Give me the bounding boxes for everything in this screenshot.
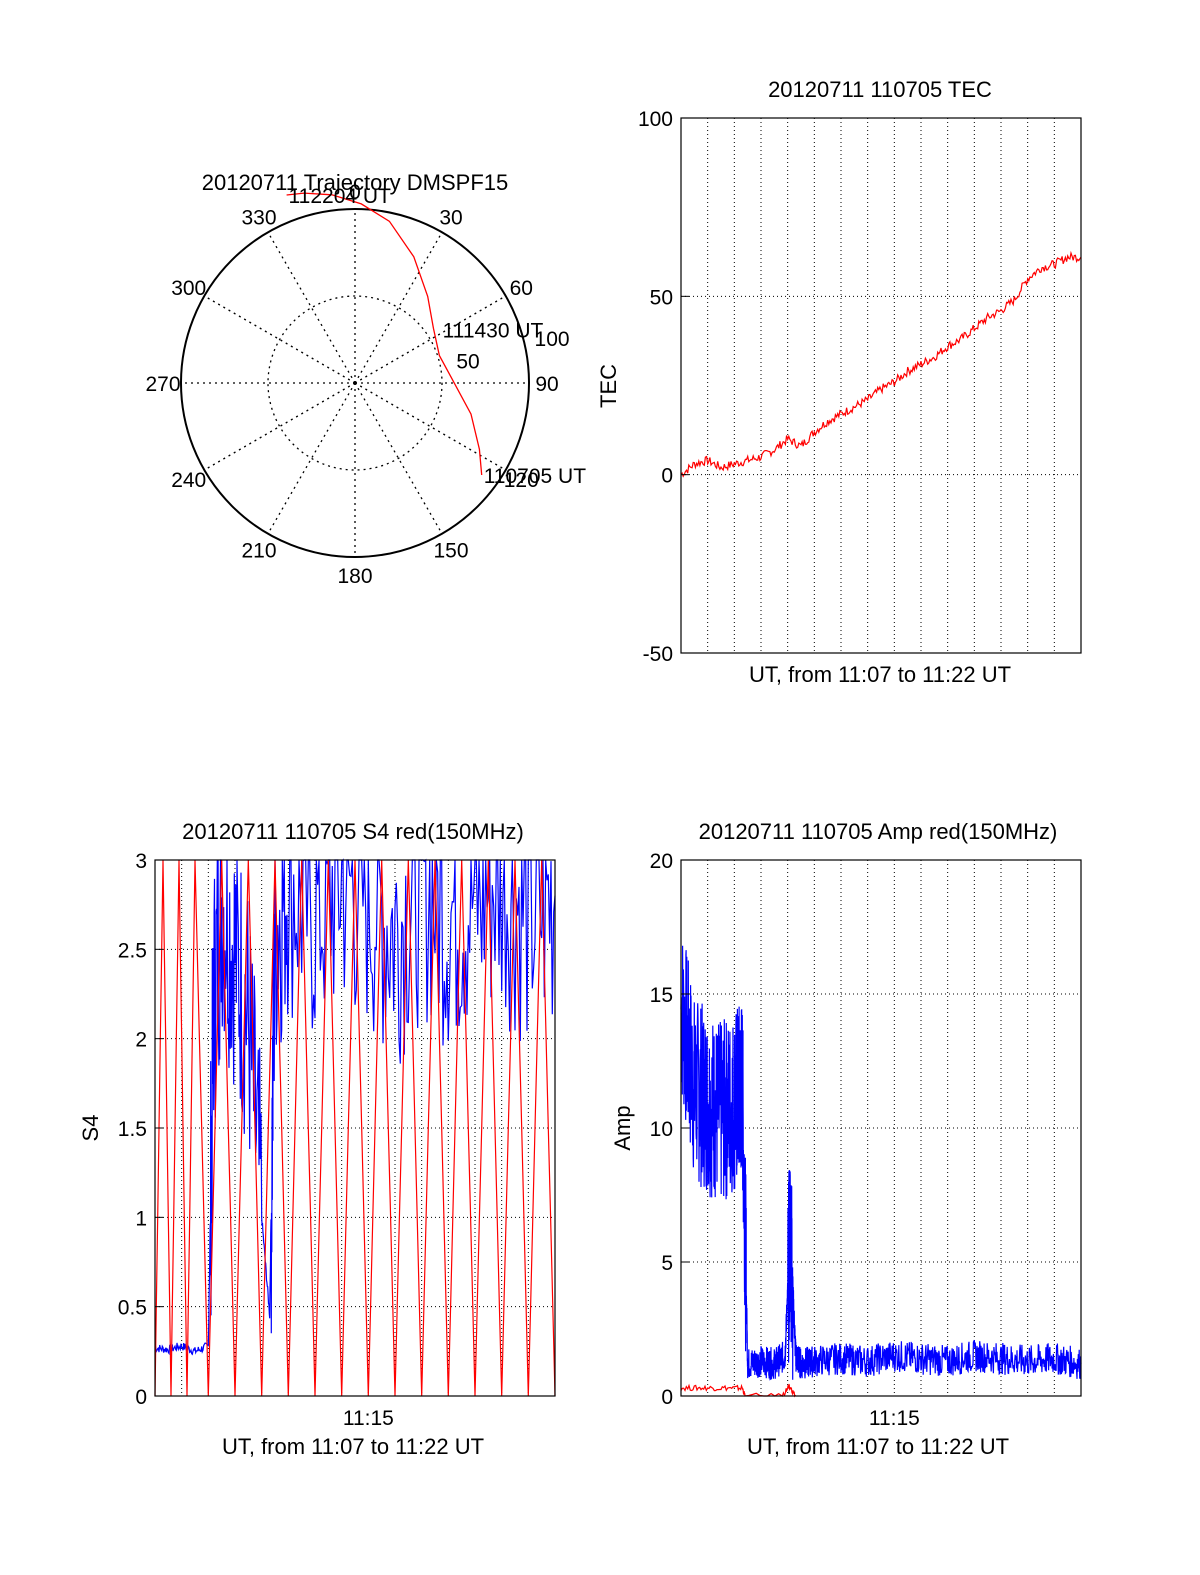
polar-spoke [203,295,356,384]
tec-frame [680,117,1082,654]
amp-title: 20120711 110705 Amp red(150MHz) [699,819,1058,844]
s4-y-tick-labels: 0 0.5 1 1.5 2 2.5 3 [118,850,163,1409]
y-tick-label: 50 [650,286,673,309]
polar-radial-label: 100 [535,328,570,351]
polar-angle-label: 150 [433,539,468,562]
amp-ylabel: Amp [610,1105,635,1150]
polar-angle-label: 60 [510,277,533,300]
polar-outer-circle [180,208,530,558]
polar-spoke [354,382,443,535]
y-tick-label: 100 [638,108,673,131]
polar-angle-label: 90 [535,373,558,396]
trajectory-line [286,192,483,476]
trajectory-annotation: 111430 UT [443,320,544,343]
polar-angle-label: 0 [349,181,361,204]
polar-spoke [354,382,507,471]
trajectory-path [286,192,483,476]
s4-xlabel: UT, from 11:07 to 11:22 UT [222,1434,484,1459]
amp-xlabel: UT, from 11:07 to 11:22 UT [747,1434,1009,1459]
x-tick-label: 11:15 [869,1407,920,1430]
y-tick-label: 1.5 [118,1118,147,1141]
polar-angle-labels: 0 30 60 90 120 150 180 210 240 270 300 330 [145,181,558,588]
polar-angle-label: 300 [171,277,206,300]
trajectory-polar-plot: 20120711 Trajectory DMSPF15 0 30 60 90 120 15… [145,170,586,588]
y-tick-label: 5 [661,1252,673,1275]
series-line [680,1383,797,1398]
tec-plot: 20120711 110705 TEC -50 0 50 100 UT, from 1… [596,77,1082,687]
y-tick-label: 10 [650,1118,673,1141]
polar-angle-label: 180 [337,565,372,588]
y-tick-label: 0 [135,1386,147,1409]
s4-ylabel: S4 [78,1115,103,1142]
y-tick-label: 0 [661,465,673,488]
polar-title: 20120711 Trajectory DMSPF15 [202,170,509,195]
polar-angle-label: 330 [241,207,276,230]
y-tick-label: 2.5 [118,939,147,962]
trajectory-annotation: 112204 UT [289,185,392,208]
amp-x-tick-labels: 11:15 [869,1407,920,1430]
tec-grid [681,118,1081,653]
tec-series [680,250,1082,478]
polar-angle-label: 240 [171,469,206,492]
tec-title: 20120711 110705 TEC [768,77,992,102]
s4-title: 20120711 110705 S4 red(150MHz) [182,819,524,844]
polar-radial-label: 50 [456,350,479,373]
polar-radial-labels: 50 100 [456,328,569,374]
tec-ylabel: TEC [596,364,621,408]
polar-angle-label: 30 [439,207,462,230]
y-tick-label: 3 [135,850,147,873]
polar-spoke [267,231,356,384]
amp-y-tick-labels: 0 5 10 15 20 [650,850,689,1409]
polar-spoke [267,382,356,535]
polar-spoke [354,295,507,384]
x-tick-label: 11:15 [343,1407,394,1430]
amp-plot: 20120711 110705 Amp red(150MHz) 0 5 10 15 20… [610,819,1082,1459]
s4-x-tick-labels: 11:15 [343,1407,394,1430]
y-tick-label: 0.5 [118,1297,147,1320]
y-tick-label: 2 [135,1029,147,1052]
tec-xlabel: UT, from 11:07 to 11:22 UT [749,662,1011,687]
series-line [680,945,1082,1381]
polar-angle-label: 120 [504,469,539,492]
polar-angle-label: 210 [241,539,276,562]
series-line [680,250,1082,478]
tec-y-tick-labels: -50 0 50 100 [638,108,689,666]
polar-spoke [203,382,356,471]
polar-spoke [354,231,443,384]
polar-grid [180,208,530,558]
y-tick-label: 0 [661,1386,673,1409]
y-tick-label: -50 [643,643,673,666]
polar-angle-label: 270 [145,373,180,396]
trajectory-annotations: 112204 UT 111430 UT 110705 UT [289,185,587,488]
trajectory-annotation: 110705 UT [484,465,587,488]
amp-series [680,945,1082,1398]
y-tick-label: 1 [135,1207,147,1230]
polar-ring-50 [267,295,443,471]
y-tick-label: 15 [650,984,673,1007]
s4-plot: 20120711 110705 S4 red(150MHz) 0 0.5 1 1.5 2… [78,819,556,1459]
y-tick-label: 20 [650,850,673,873]
